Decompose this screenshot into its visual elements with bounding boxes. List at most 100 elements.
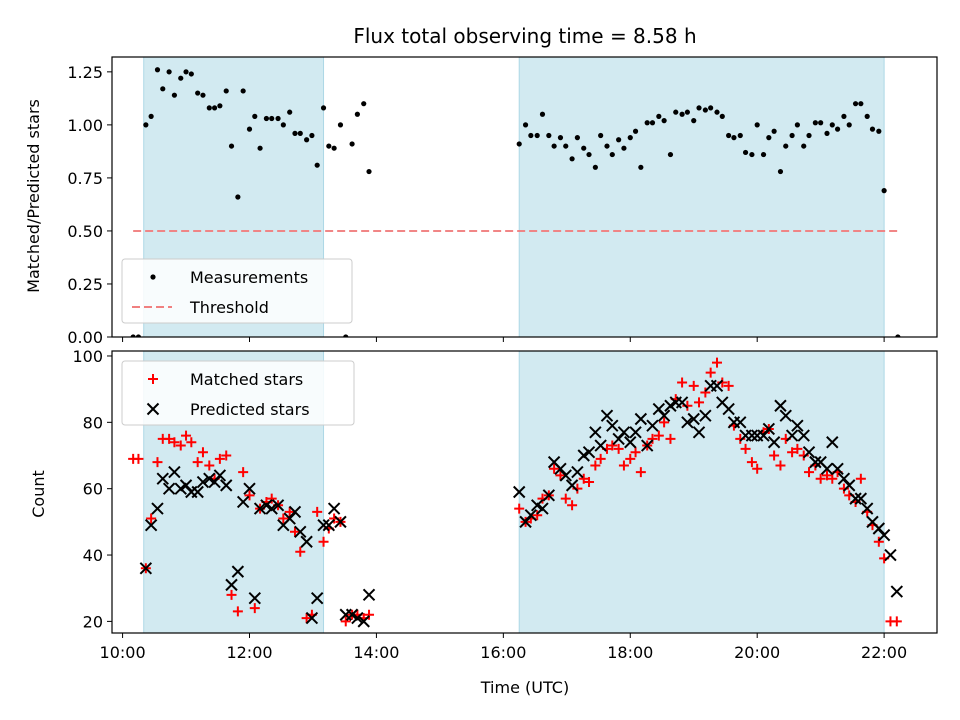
predicted-star-point — [139, 562, 153, 575]
predicted-star-point — [809, 455, 822, 469]
measurement-point — [366, 168, 372, 175]
bottom-y-tick-label: 40 — [83, 546, 103, 565]
matched-star-point — [625, 453, 636, 464]
predicted-star-point — [785, 429, 799, 442]
matched-star-point — [630, 447, 641, 458]
predicted-star-point — [288, 505, 302, 519]
measurement-point — [777, 168, 784, 175]
predicted-star-point — [231, 565, 245, 578]
measurement-point — [246, 126, 253, 132]
measurement-point — [280, 122, 286, 128]
measurement-point — [632, 128, 639, 134]
predicted-star-point — [699, 409, 712, 422]
measurement-point — [314, 162, 320, 168]
predicted-star-point — [600, 409, 614, 422]
predicted-star-point — [151, 502, 164, 515]
measurement-point — [609, 151, 615, 158]
x-tick-label: 18:00 — [607, 643, 653, 662]
measurement-point — [252, 113, 258, 119]
predicted-star-point — [774, 399, 787, 412]
predicted-star-point — [624, 436, 637, 449]
matched-star-point — [181, 430, 192, 441]
predicted-star-point — [826, 436, 839, 449]
matched-star-point — [340, 616, 351, 627]
measurement-point — [269, 115, 275, 122]
matched-star-point — [549, 463, 560, 474]
measurement-point — [135, 334, 142, 337]
legend-label: Predicted stars — [190, 400, 310, 419]
measurement-point — [148, 113, 154, 119]
measurement-point — [829, 122, 835, 128]
predicted-star-point — [513, 485, 526, 499]
legend-label: Measurements — [190, 268, 308, 287]
predicted-star-point — [657, 409, 671, 422]
matched-star-point — [249, 603, 260, 614]
predicted-star-point — [629, 426, 642, 439]
xlabel: Time (UTC) — [480, 678, 569, 697]
measurement-point — [708, 105, 714, 111]
matched-star-point — [312, 506, 323, 517]
matched-star-point — [804, 467, 815, 478]
top-legend — [121, 258, 353, 324]
predicted-star-point — [300, 535, 313, 548]
matched-star-point — [578, 473, 589, 484]
matched-star-point — [694, 397, 705, 408]
measurement-point — [656, 113, 662, 119]
predicted-star-point — [253, 502, 267, 515]
predicted-star-point — [843, 479, 856, 492]
measurement-point — [287, 109, 293, 115]
matched-star-point — [364, 609, 375, 620]
measurement-point — [824, 130, 830, 136]
measurement-point — [801, 143, 807, 149]
legend-matched-swatch — [148, 374, 158, 384]
measurement-point — [223, 88, 229, 94]
measurement-point — [361, 101, 367, 107]
predicted-star-point — [797, 429, 810, 442]
matched-star-point — [164, 433, 175, 444]
measurement-point — [749, 151, 755, 158]
matched-star-point — [175, 440, 186, 451]
measurement-point — [598, 132, 604, 139]
matched-star-point — [827, 473, 838, 484]
predicted-star-point — [762, 422, 776, 436]
measurement-point — [130, 334, 136, 337]
matched-star-point — [769, 450, 780, 461]
predicted-star-point — [594, 439, 607, 452]
measurement-point — [522, 122, 529, 128]
measurement-point — [516, 141, 522, 147]
matched-star-point — [775, 460, 786, 471]
measurement-point — [621, 145, 627, 151]
measurement-point — [766, 135, 772, 141]
x-tick-label: 20:00 — [734, 643, 780, 662]
predicted-star-point — [692, 426, 706, 439]
measurement-point — [731, 135, 737, 141]
predicted-star-point — [767, 436, 781, 449]
measurement-point — [240, 88, 246, 94]
measurement-point — [869, 126, 876, 132]
matched-star-point — [186, 437, 197, 448]
matched-star-point — [146, 513, 157, 524]
predicted-star-point — [265, 502, 278, 515]
predicted-star-point — [582, 445, 596, 459]
matched-star-point — [653, 430, 664, 441]
measurement-point — [166, 69, 172, 75]
top-plot-area — [130, 57, 901, 337]
matched-star-point — [514, 503, 525, 514]
matched-star-point — [822, 470, 832, 481]
matched-star-point — [584, 477, 595, 488]
matched-star-point — [712, 357, 722, 368]
measurement-point — [304, 137, 310, 143]
measurement-point — [771, 128, 777, 134]
matched-star-point — [214, 453, 225, 464]
predicted-star-point — [640, 439, 654, 452]
predicted-star-point — [606, 419, 619, 432]
predicted-star-point — [327, 502, 341, 515]
predicted-star-point — [162, 482, 176, 495]
matched-star-point — [787, 447, 798, 458]
chart-title: Flux total observing time = 8.58 h — [353, 24, 696, 48]
measurement-point — [895, 334, 901, 337]
predicted-star-point — [890, 585, 904, 598]
measurement-point — [235, 194, 241, 200]
measurement-point — [331, 145, 337, 151]
